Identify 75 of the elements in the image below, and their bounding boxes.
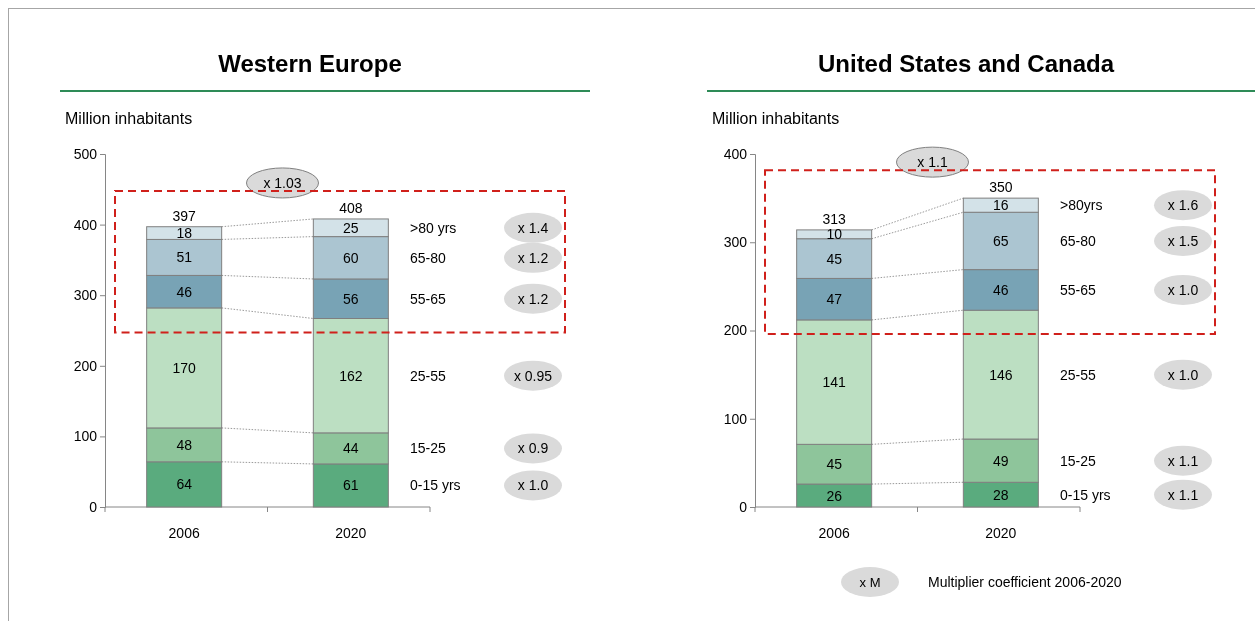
y-axis-title: Million inhabitants [65,110,193,127]
annotation: x 1.0 [1167,281,1199,298]
data-label: 65 [993,232,1009,249]
y-tick-label: 400 [723,145,748,162]
data-label: 141 [822,374,847,391]
y-tick-label: 100 [73,428,98,445]
data-label: 25 [343,219,359,236]
data-label: 60 [343,249,359,266]
annotation: x 1.6 [1167,197,1199,214]
y-tick-label: 200 [73,357,98,374]
data-label: 47 [826,291,843,308]
series-label: 15-25 [410,440,447,457]
data-label: 64 [176,476,193,493]
text: Multiplier coefficient 2006-2020 [928,574,1122,590]
data-label: 46 [176,283,193,300]
annotation: x 1.0 [1167,366,1199,383]
series-label: 25-55 [410,367,447,384]
total-label: 397 [172,207,197,224]
chart-title: Western Europe [218,50,402,77]
annotation: x 1.1 [917,154,948,171]
annotation: x 1.1 [1167,486,1199,503]
series-label: 55-65 [410,290,447,307]
data-label: 46 [993,281,1009,298]
data-label: 18 [176,225,193,242]
data-label: 26 [826,487,843,504]
series-label: 25-55 [1060,366,1097,383]
y-tick-label: 100 [723,410,748,427]
data-label: 170 [172,359,197,376]
data-label: 49 [993,452,1009,469]
x-tick-label: 2006 [168,525,200,541]
y-tick-label: 500 [73,145,98,162]
total-label: 350 [989,179,1013,196]
x-tick-label: 2020 [335,525,367,541]
y-tick-label: 300 [73,287,98,304]
data-label: 44 [343,440,359,457]
annotation: x 1.5 [1167,232,1199,249]
data-label: 48 [176,436,193,453]
data-label: 146 [989,366,1013,383]
y-tick-label: 400 [73,216,98,233]
data-label: 45 [826,456,843,473]
y-axis-title: Million inhabitants [712,110,840,127]
annotation: x 1.4 [517,219,549,236]
chart-title: United States and Canada [817,50,1115,77]
annotation: x 1.03 [263,174,302,191]
annotation: x 1.0 [517,477,549,494]
y-tick-label: 0 [89,498,98,515]
y-tick-label: 0 [739,498,748,515]
series-label: >80yrs [1060,197,1103,214]
x-tick-label: 2020 [985,525,1017,541]
series-label: 65-80 [410,249,447,266]
annotation: x 1.1 [1167,452,1199,469]
data-label: 45 [826,250,843,267]
series-label: 55-65 [1060,281,1097,298]
annotation: x 1.2 [517,290,549,307]
data-label: 16 [993,197,1009,214]
data-label: 51 [176,249,193,266]
text: x M [859,575,881,590]
data-label: 61 [343,477,359,494]
annotation: x 0.9 [517,440,549,457]
x-tick-label: 2006 [818,525,850,541]
data-label: 10 [826,226,843,243]
annotation: x 1.2 [517,249,549,266]
y-tick-label: 200 [723,322,748,339]
annotation: x 0.95 [513,367,553,384]
series-label: >80 yrs [410,219,457,236]
data-label: 56 [343,290,359,307]
series-label: 0-15 yrs [410,477,461,494]
series-label: 15-25 [1060,452,1097,469]
series-label: 0-15 yrs [1060,486,1111,503]
y-tick-label: 300 [723,234,748,251]
data-label: 162 [339,367,363,384]
total-label: 313 [822,210,847,227]
total-label: 408 [339,199,363,216]
data-label: 28 [993,486,1009,503]
series-label: 65-80 [1060,232,1097,249]
